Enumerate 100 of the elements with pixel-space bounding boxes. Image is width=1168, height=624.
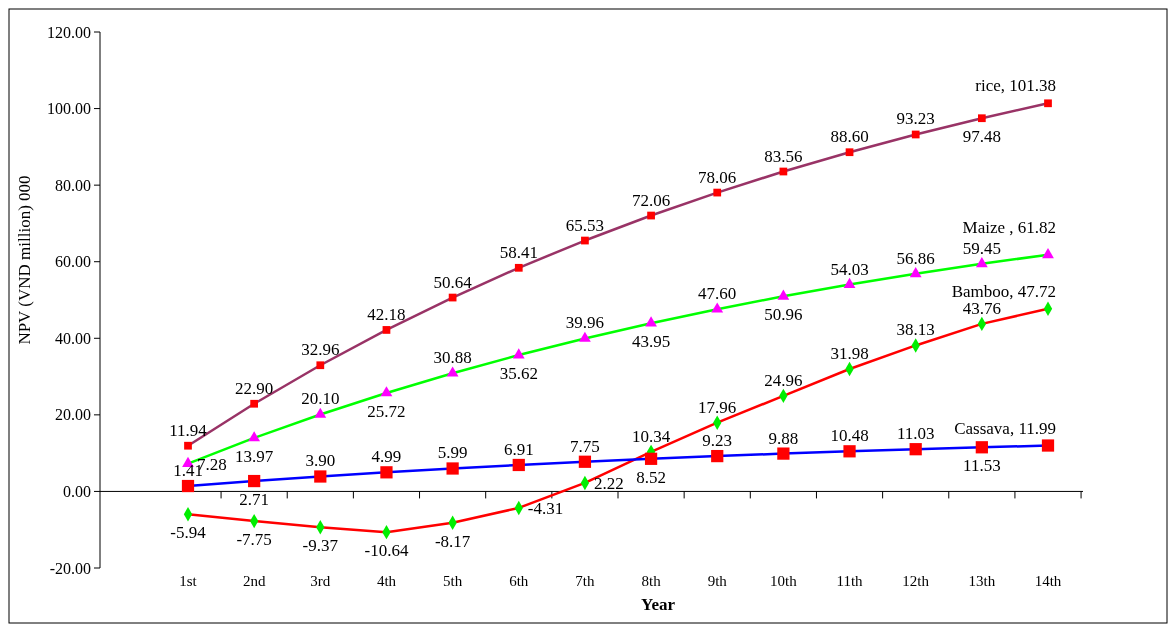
- data-label: 56.86: [896, 248, 935, 268]
- data-label: 58.41: [499, 242, 538, 262]
- point: [380, 466, 393, 479]
- data-label: 8.52: [636, 467, 666, 487]
- point: [975, 257, 988, 268]
- point: [512, 458, 525, 472]
- data-label: 43.76: [962, 298, 1001, 318]
- point: [1044, 99, 1052, 108]
- data-label: 72.06: [631, 190, 671, 210]
- point: [512, 348, 525, 359]
- x-tick-label: 9th: [707, 573, 728, 589]
- data-label: 7.75: [570, 436, 600, 456]
- x-tick-label: 14th: [1034, 573, 1062, 589]
- y-axis-title: NPV (VND million) 000: [15, 175, 34, 345]
- x-tick-label: 2nd: [242, 573, 266, 589]
- x-tick-label: 12th: [902, 573, 930, 589]
- point: [579, 331, 591, 342]
- point: [446, 462, 459, 475]
- data-label: 35.62: [499, 364, 538, 384]
- point: [711, 449, 724, 463]
- data-label: 25.72: [367, 401, 406, 421]
- point: [975, 441, 988, 454]
- data-label: 10.48: [830, 426, 869, 446]
- data-label: 13.97: [235, 446, 274, 466]
- data-label: 2.71: [239, 490, 270, 510]
- data-label: 17.96: [698, 397, 737, 417]
- data-label: 50.64: [433, 272, 473, 292]
- data-label: -4.31: [527, 498, 564, 518]
- x-tick-label: 8th: [641, 573, 662, 589]
- point: [382, 326, 391, 334]
- x-tick-label: 11th: [836, 573, 864, 589]
- data-label: 9.23: [702, 431, 733, 451]
- data-label: -10.64: [364, 541, 409, 561]
- y-tick-label: 20.00: [55, 406, 91, 424]
- data-label: 24.96: [764, 370, 803, 390]
- data-label: -8.17: [434, 531, 471, 551]
- point: [1042, 247, 1054, 259]
- point: [777, 289, 790, 300]
- data-label: 10.34: [631, 426, 671, 446]
- data-label: 2.22: [593, 473, 624, 493]
- point: [909, 266, 922, 278]
- x-tick-label: 1st: [179, 573, 198, 589]
- y-tick-label: 60.00: [55, 253, 91, 271]
- point: [316, 361, 325, 370]
- data-label: 11.53: [963, 456, 1001, 476]
- point: [644, 452, 658, 465]
- data-label: Bamboo, 47.72: [951, 281, 1056, 301]
- y-tick-label: 40.00: [55, 329, 91, 347]
- point: [647, 211, 655, 220]
- point: [581, 236, 589, 245]
- data-label: 83.56: [764, 146, 803, 166]
- data-label: 43.95: [631, 332, 671, 352]
- data-label: -9.37: [302, 536, 339, 556]
- data-label: -7.75: [236, 530, 272, 550]
- point: [843, 277, 856, 288]
- data-label: 31.98: [830, 343, 869, 363]
- point: [250, 399, 259, 408]
- data-label: 65.53: [565, 215, 605, 235]
- data-label: 42.18: [367, 304, 406, 324]
- point: [713, 188, 722, 197]
- point: [777, 447, 790, 460]
- point: [181, 479, 195, 493]
- point: [909, 443, 922, 456]
- x-axis-title: Year: [641, 595, 676, 614]
- point: [314, 407, 327, 418]
- data-label: 6.91: [503, 439, 534, 459]
- point: [514, 263, 523, 272]
- data-label: Maize , 61.82: [962, 217, 1056, 237]
- data-label: -5.94: [170, 523, 207, 543]
- x-tick-label: 3rd: [310, 573, 331, 589]
- point: [446, 366, 459, 377]
- point: [843, 445, 856, 458]
- point: [248, 431, 261, 442]
- data-label: 4.99: [371, 447, 402, 467]
- x-tick-label: 13th: [968, 573, 996, 589]
- data-label: rice, 101.38: [975, 76, 1056, 96]
- y-tick-label: 120.00: [47, 23, 91, 41]
- data-label: 5.99: [437, 443, 468, 463]
- point: [711, 302, 724, 313]
- data-label: 78.06: [698, 167, 737, 187]
- y-tick-label: 80.00: [55, 176, 91, 194]
- data-label: 54.03: [830, 259, 869, 279]
- point: [911, 130, 920, 139]
- y-tick-label: 0.00: [63, 483, 91, 501]
- point: [184, 441, 192, 450]
- x-tick-label: 10th: [770, 573, 798, 589]
- point: [645, 316, 657, 327]
- point: [314, 470, 327, 483]
- x-tick-label: 5th: [443, 573, 463, 589]
- data-label: 22.90: [235, 378, 274, 398]
- y-tick-label: 100.00: [47, 100, 91, 118]
- data-label: 50.96: [764, 305, 803, 325]
- point: [248, 474, 261, 488]
- data-label: 39.96: [565, 313, 605, 333]
- data-label: 32.96: [301, 340, 340, 360]
- data-label: 97.48: [962, 127, 1001, 147]
- data-label: 38.13: [896, 320, 935, 340]
- data-label: 88.60: [830, 127, 869, 147]
- data-label: 59.45: [962, 238, 1001, 258]
- data-label: 11.03: [896, 424, 935, 444]
